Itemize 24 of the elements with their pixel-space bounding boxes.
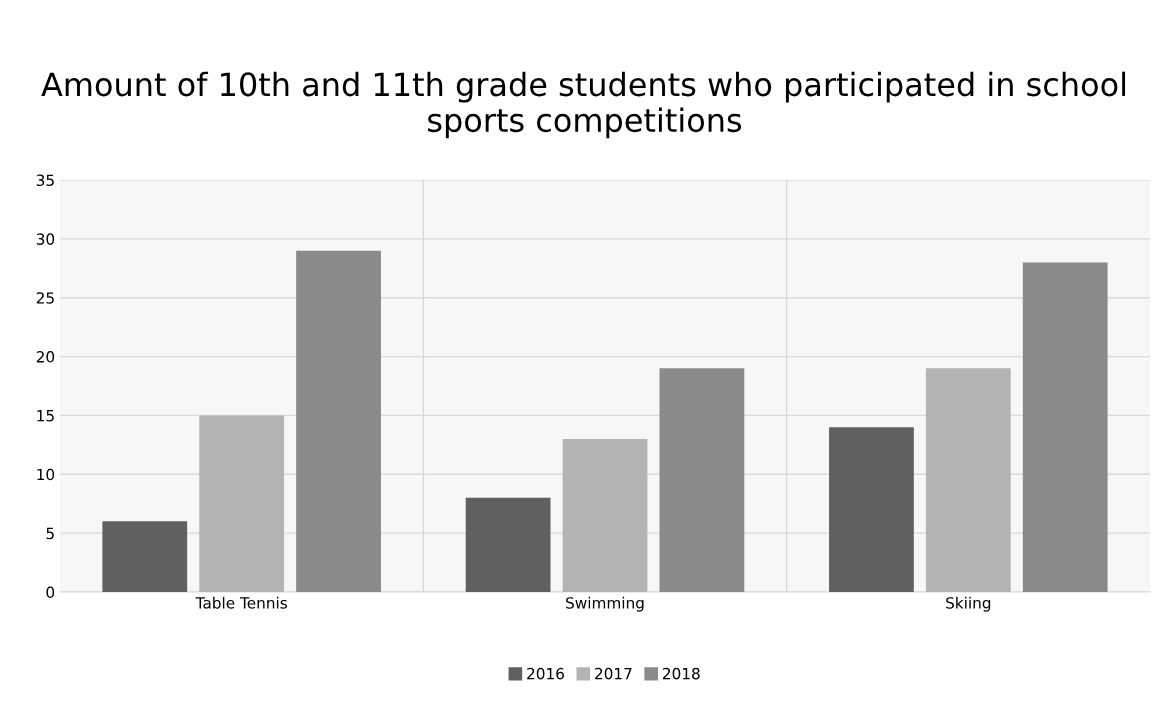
legend-label: 2017 xyxy=(595,667,632,680)
x-tick-label: Table Tennis xyxy=(195,596,287,609)
bar xyxy=(562,438,648,592)
y-tick-label: 25 xyxy=(36,292,54,304)
y-tick-label: 15 xyxy=(37,410,54,422)
bar xyxy=(1022,262,1108,592)
bar xyxy=(199,415,285,592)
x-tick-label: Skiing xyxy=(946,596,991,612)
y-tick-label: 5 xyxy=(46,527,54,540)
x-tick-label: Swimming xyxy=(566,596,644,612)
chart-title: Amount of 10th and 11th grade students who participated in school sports competitions xyxy=(41,71,1126,139)
bar xyxy=(465,497,551,592)
bar xyxy=(925,368,1011,592)
y-tick-label: 35 xyxy=(36,174,54,187)
bar xyxy=(296,250,381,592)
bar xyxy=(659,368,745,592)
bar xyxy=(102,521,188,592)
y-tick-label: 20 xyxy=(36,351,55,363)
bar xyxy=(829,427,914,592)
legend-label: 2016 xyxy=(527,667,564,680)
y-tick-label: 30 xyxy=(36,233,55,245)
y-tick-label: 0 xyxy=(46,586,55,599)
y-tick-label: 10 xyxy=(37,468,55,481)
legend-label: 2018 xyxy=(662,667,700,680)
